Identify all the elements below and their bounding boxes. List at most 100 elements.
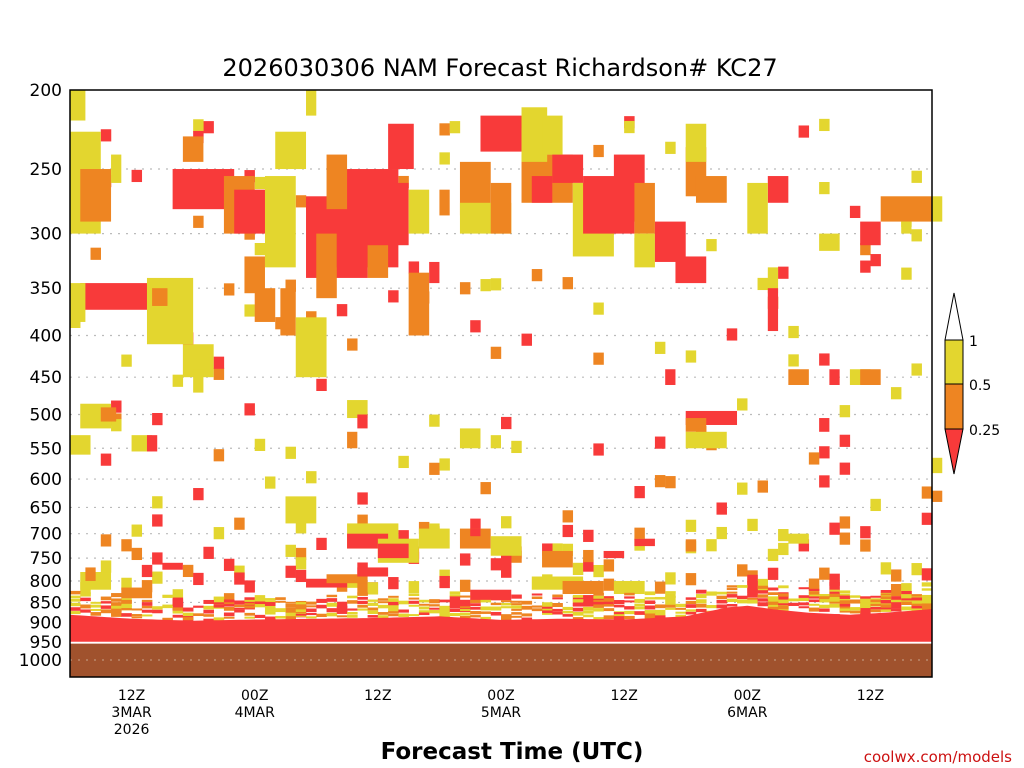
- ri-patch: [162, 562, 183, 570]
- low-layer-cell: [593, 608, 604, 612]
- scatter-cell: [562, 277, 574, 290]
- scatter-cell: [747, 518, 758, 532]
- low-layer-cell: [357, 604, 368, 608]
- low-layer-cell: [829, 601, 840, 604]
- scatter-cell: [336, 304, 348, 317]
- scatter-cell: [737, 564, 748, 577]
- scatter-cell: [634, 486, 645, 499]
- low-layer-cell: [182, 612, 194, 617]
- ri-patch: [193, 369, 204, 393]
- low-layer-cell: [562, 614, 574, 617]
- low-layer-cell: [839, 590, 851, 594]
- scatter-cell: [408, 261, 420, 274]
- ri-patch: [429, 261, 440, 284]
- scatter-cell: [264, 600, 276, 613]
- scatter-cell: [911, 563, 922, 576]
- ground-layer: [70, 641, 932, 677]
- scatter-cell: [429, 462, 440, 475]
- low-layer-cell: [562, 610, 574, 614]
- scatter-cell: [439, 152, 450, 165]
- low-layer-cell: [829, 589, 840, 592]
- low-layer-cell: [624, 596, 635, 599]
- low-layer-cell: [706, 591, 717, 596]
- scatter-cell: [213, 527, 225, 540]
- scatter-cell: [316, 378, 327, 391]
- low-layer-cell: [593, 595, 604, 599]
- low-layer-cell: [624, 600, 635, 603]
- low-layer-cell: [839, 600, 851, 604]
- chart-title: 2026030306 NAM Forecast Richardson# KC27: [222, 54, 777, 82]
- scatter-cell: [347, 338, 358, 351]
- scatter-cell: [357, 514, 368, 527]
- low-layer-cell: [778, 605, 789, 610]
- scatter-cell: [819, 446, 830, 459]
- scatter-cell: [254, 176, 266, 190]
- low-layer-cell: [203, 605, 214, 610]
- ri-patch: [408, 189, 430, 234]
- low-layer-cell: [316, 604, 327, 609]
- low-layer-cell: [326, 594, 338, 598]
- low-layer-cell: [901, 598, 912, 601]
- scatter-cell: [121, 539, 132, 552]
- y-tick-label-250: 250: [30, 160, 62, 180]
- low-layer-cell: [306, 605, 317, 608]
- low-layer-cell: [439, 599, 450, 603]
- low-layer-cell: [490, 596, 502, 599]
- scatter-cell: [665, 572, 676, 585]
- low-layer-cell: [152, 609, 163, 614]
- low-layer-cell: [849, 610, 861, 614]
- scatter-cell: [921, 568, 933, 581]
- low-layer-cell: [254, 601, 266, 605]
- low-layer-cell: [654, 604, 666, 609]
- low-layer-cell: [439, 606, 450, 611]
- scatter-cell: [398, 455, 409, 469]
- scatter-cell: [501, 416, 512, 430]
- low-layer-cell: [347, 608, 358, 611]
- x-tick-label-5-0: 00Z: [734, 688, 761, 704]
- y-tick-label-700: 700: [30, 525, 62, 545]
- scatter-cell: [716, 502, 727, 515]
- low-layer-cell: [695, 599, 707, 604]
- low-layer-cell: [429, 607, 440, 610]
- scatter-cell: [398, 175, 409, 189]
- low-layer-cell: [398, 600, 409, 605]
- scatter-cell: [234, 517, 245, 530]
- scatter-cell: [860, 243, 871, 256]
- scatter-cell: [839, 462, 851, 475]
- ri-patch: [326, 574, 368, 584]
- ri-patch: [685, 431, 727, 449]
- low-layer-cell: [880, 609, 892, 612]
- low-layer-cell: [429, 610, 440, 614]
- scatter-cell: [295, 521, 307, 534]
- scatter-cell: [213, 356, 225, 369]
- ri-patch: [490, 182, 512, 234]
- ri-patch: [788, 533, 809, 544]
- low-layer-cell: [162, 594, 173, 598]
- low-layer-cell: [695, 594, 707, 599]
- low-layer-cell: [521, 605, 533, 610]
- ri-patch: [388, 123, 414, 170]
- low-layer-cell: [480, 599, 492, 603]
- scatter-cell: [654, 436, 666, 449]
- low-layer-cell: [90, 608, 102, 611]
- y-tick-label-550: 550: [30, 439, 62, 459]
- low-layer-cell: [767, 606, 779, 611]
- low-layer-cell: [306, 601, 317, 605]
- low-layer-cell: [213, 602, 225, 605]
- x-axis-title: Forecast Time (UTC): [381, 739, 644, 765]
- low-layer-cell: [480, 616, 492, 620]
- low-layer-cell: [726, 598, 738, 603]
- low-layer-cell: [685, 611, 697, 615]
- low-layer-cell: [459, 609, 471, 612]
- scatter-cell: [295, 547, 307, 561]
- low-layer-cell: [808, 596, 820, 599]
- low-layer-cell: [603, 604, 615, 607]
- low-layer-cell: [347, 612, 358, 615]
- ri-patch: [880, 196, 932, 222]
- y-axis: 200 250 300 350 400 450 500 550 600 650 700 750 8008…: [19, 81, 62, 671]
- low-layer-cell: [172, 614, 184, 618]
- low-layer-cell: [70, 611, 81, 615]
- scatter-cell: [685, 350, 697, 363]
- low-layer-cell: [726, 604, 738, 607]
